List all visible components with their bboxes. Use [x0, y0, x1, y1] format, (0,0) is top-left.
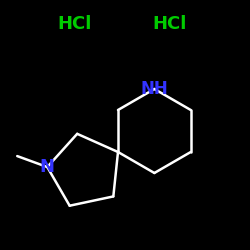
Text: HCl: HCl	[153, 15, 187, 33]
Text: NH: NH	[140, 80, 168, 98]
Text: HCl: HCl	[58, 15, 92, 33]
Text: N: N	[40, 158, 55, 176]
